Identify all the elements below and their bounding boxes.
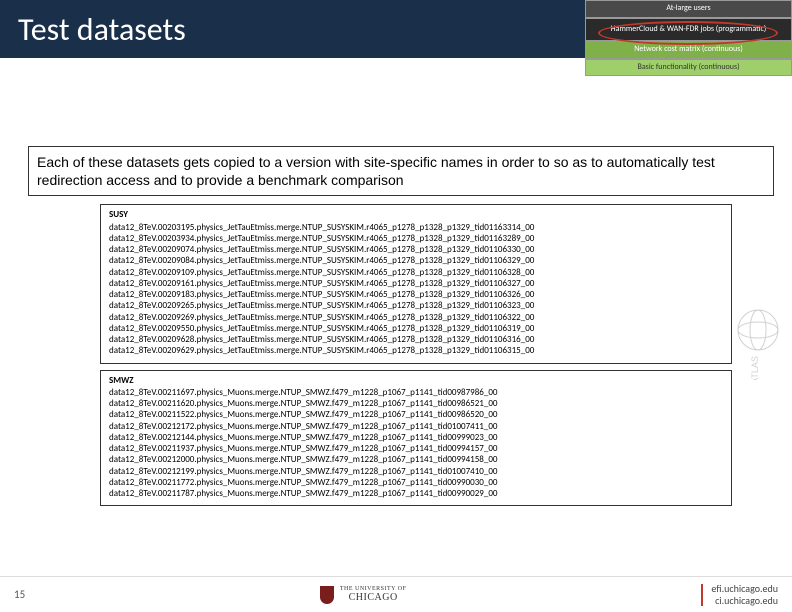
- dataset-line: data12_8TeV.00203195.physics_JetTauEtmis…: [109, 222, 723, 233]
- dataset-line: data12_8TeV.00212144.physics_Muons.merge…: [109, 432, 723, 443]
- uchicago-shield-icon: [320, 586, 334, 604]
- smwz-list: data12_8TeV.00211697.physics_Muons.merge…: [109, 387, 723, 500]
- dataset-line: data12_8TeV.00211787.physics_Muons.merge…: [109, 488, 723, 499]
- slide-title: Test datasets: [0, 0, 585, 58]
- uchicago-wordmark: THE UNIVERSITY OF CHICAGO: [340, 586, 407, 603]
- page-number: 15: [14, 588, 25, 601]
- susy-box: SUSY data12_8TeV.00203195.physics_JetTau…: [100, 204, 732, 363]
- footer-url-2: ci.uchicago.edu: [711, 595, 778, 607]
- footer-center: THE UNIVERSITY OF CHICAGO: [25, 586, 701, 604]
- atlas-logo: ATLAS: [734, 300, 782, 380]
- dataset-line: data12_8TeV.00211620.physics_Muons.merge…: [109, 398, 723, 409]
- dataset-line: data12_8TeV.00212000.physics_Muons.merge…: [109, 454, 723, 465]
- footer-right: efi.uchicago.edu ci.uchicago.edu: [701, 583, 778, 607]
- title-text: Test datasets: [18, 10, 186, 49]
- dataset-line: data12_8TeV.00209550.physics_JetTauEtmis…: [109, 323, 723, 334]
- dataset-line: data12_8TeV.00209265.physics_JetTauEtmis…: [109, 300, 723, 311]
- dataset-line: data12_8TeV.00209161.physics_JetTauEtmis…: [109, 278, 723, 289]
- smwz-box: SMWZ data12_8TeV.00211697.physics_Muons.…: [100, 370, 732, 507]
- dataset-line: data12_8TeV.00212199.physics_Muons.merge…: [109, 466, 723, 477]
- stack-diagram: At-large users HammerCloud & WAN-FDR job…: [585, 0, 792, 76]
- highlight-ellipse: [598, 21, 778, 45]
- layer-basic-func: Basic functionality (continuous): [585, 59, 792, 77]
- uni-name: CHICAGO: [349, 592, 398, 603]
- dataset-line: data12_8TeV.00212172.physics_Muons.merge…: [109, 421, 723, 432]
- dataset-line: data12_8TeV.00203934.physics_JetTauEtmis…: [109, 233, 723, 244]
- dataset-line: data12_8TeV.00211772.physics_Muons.merge…: [109, 477, 723, 488]
- susy-heading: SUSY: [109, 209, 723, 220]
- description-box: Each of these datasets gets copied to a …: [28, 146, 774, 196]
- susy-list: data12_8TeV.00203195.physics_JetTauEtmis…: [109, 222, 723, 357]
- dataset-line: data12_8TeV.00209629.physics_JetTauEtmis…: [109, 345, 723, 356]
- dataset-line: data12_8TeV.00209084.physics_JetTauEtmis…: [109, 255, 723, 266]
- layer-hammercloud: HammerCloud & WAN-FDR jobs (programmatic…: [585, 18, 792, 42]
- layer-users: At-large users: [585, 0, 792, 18]
- footer: 15 THE UNIVERSITY OF CHICAGO efi.uchicag…: [0, 576, 792, 612]
- dataset-line: data12_8TeV.00209074.physics_JetTauEtmis…: [109, 244, 723, 255]
- dataset-line: data12_8TeV.00209269.physics_JetTauEtmis…: [109, 312, 723, 323]
- dataset-line: data12_8TeV.00211937.physics_Muons.merge…: [109, 443, 723, 454]
- dataset-line: data12_8TeV.00209628.physics_JetTauEtmis…: [109, 334, 723, 345]
- footer-url-1: efi.uchicago.edu: [711, 583, 778, 595]
- dataset-line: data12_8TeV.00211522.physics_Muons.merge…: [109, 409, 723, 420]
- smwz-heading: SMWZ: [109, 375, 723, 386]
- dataset-line: data12_8TeV.00209109.physics_JetTauEtmis…: [109, 267, 723, 278]
- svg-text:ATLAS: ATLAS: [750, 356, 760, 380]
- dataset-line: data12_8TeV.00211697.physics_Muons.merge…: [109, 387, 723, 398]
- red-accent-bar: [701, 584, 703, 606]
- dataset-line: data12_8TeV.00209183.physics_JetTauEtmis…: [109, 289, 723, 300]
